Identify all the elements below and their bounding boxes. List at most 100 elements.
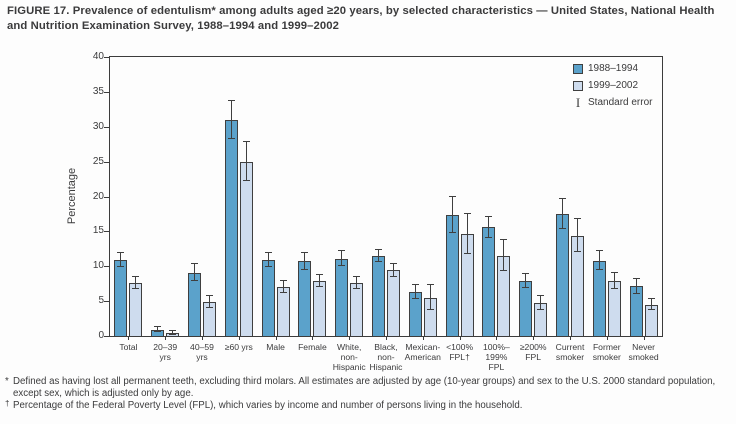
y-tick-mark [104, 197, 109, 198]
bar-1988-1994-2 [188, 273, 201, 336]
error-bar-cap [316, 286, 324, 288]
error-bar [245, 142, 247, 182]
error-bar-cap [264, 252, 272, 253]
error-bar [414, 285, 416, 300]
legend: 1988–1994 1999–2002 I Standard error [573, 60, 652, 111]
x-tick-mark [606, 336, 608, 340]
error-bar [282, 280, 284, 294]
y-tick-label-5: 5 [98, 295, 104, 307]
y-tick-label-10: 10 [92, 260, 104, 272]
error-bar-cap [485, 215, 493, 217]
error-bar [319, 274, 321, 288]
error-bar [267, 253, 269, 267]
figure-title: FIGURE 17. Prevalence of edentulism* amo… [7, 5, 715, 32]
x-tick-mark [533, 336, 535, 340]
y-tick-mark [104, 336, 109, 337]
legend-item-1988-1994: 1988–1994 [573, 60, 652, 77]
legend-swatch-1988-1994 [573, 63, 583, 74]
y-tick-label-20: 20 [92, 190, 104, 202]
error-bar-cap [242, 141, 250, 143]
x-tick-mark [349, 336, 351, 340]
error-bar [488, 216, 490, 238]
bar-1988-1994-11 [519, 281, 533, 336]
x-tick-label-13: Former smoker [592, 342, 621, 363]
x-tick-mark [643, 336, 645, 340]
error-bar-cap [301, 268, 309, 270]
error-bar-cap [448, 232, 456, 234]
error-bar-cap [191, 279, 198, 281]
x-tick-label-14: Never smoked [628, 342, 659, 363]
bar-1999-2002-6 [350, 283, 364, 336]
error-bar [503, 240, 505, 272]
error-bar-cap [264, 265, 272, 267]
error-bar [194, 264, 195, 281]
x-tick-label-9: <100% FPL† [446, 342, 474, 363]
x-tick-label-0: Total [119, 342, 138, 352]
x-tick-label-7: Black, non- Hispanic [369, 342, 403, 373]
error-bar [378, 249, 379, 263]
bar-1988-1994-5 [298, 261, 312, 336]
error-bar [341, 250, 343, 267]
x-tick-label-4: Male [266, 342, 285, 352]
y-tick-mark [104, 162, 109, 163]
y-tick-mark [104, 231, 109, 232]
error-bar-cap [485, 236, 493, 238]
bar-1999-2002-3 [239, 162, 253, 336]
bar-1988-1994-0 [114, 260, 128, 336]
error-bar-cap [316, 273, 324, 275]
x-tick-label-12: Current smoker [555, 342, 585, 363]
x-tick-mark [422, 336, 424, 340]
bar-1999-2002-7 [387, 270, 400, 336]
error-bar-cap [227, 99, 235, 101]
bar-1999-2002-5 [313, 281, 327, 336]
error-bar-cap [559, 197, 566, 199]
error-bar [429, 285, 431, 311]
x-tick-mark [275, 336, 277, 340]
error-bar-cap [537, 295, 545, 297]
footnote-marker-asterisk: * [5, 376, 9, 387]
error-bar [451, 197, 453, 234]
legend-label-1999-2002: 1999–2002 [588, 80, 639, 91]
error-bar-cap [632, 293, 640, 295]
x-tick-label-10: 100%– 199% FPL [483, 342, 510, 373]
x-tick-label-11: ≥200% FPL [519, 342, 547, 363]
legend-item-1999-2002: 1999–2002 [573, 77, 652, 94]
error-bar [135, 276, 137, 290]
error-bar-cap [411, 284, 419, 286]
error-bar [172, 331, 174, 335]
x-tick-label-6: White, non- Hispanic [332, 342, 366, 373]
error-bar-cap [117, 265, 125, 267]
error-bar-cap [448, 196, 456, 198]
legend-swatch-1999-2002 [573, 80, 583, 91]
x-tick-mark [570, 336, 571, 340]
bar-1999-2002-4 [276, 287, 290, 336]
error-bar-cap [426, 284, 434, 286]
error-bar-cap [595, 269, 603, 271]
error-bar [540, 296, 542, 311]
x-tick-label-5: Female [298, 342, 327, 352]
error-bar [356, 276, 358, 290]
error-bar [635, 278, 637, 295]
error-bar-cap [647, 309, 655, 311]
error-bar-cap [375, 261, 382, 263]
error-bar-cap [132, 288, 140, 290]
x-tick-mark [459, 336, 461, 340]
bar-1988-1994-10 [482, 227, 496, 336]
y-tick-label-30: 30 [92, 120, 104, 132]
error-bar-cap [169, 333, 177, 335]
error-bar-cap [390, 263, 397, 265]
error-bar [598, 250, 600, 271]
error-bar [466, 213, 468, 255]
footnote-asterisk: * Defined as having lost all permanent t… [5, 376, 731, 400]
y-tick-label-35: 35 [92, 85, 104, 97]
error-bar-cap [206, 307, 213, 309]
error-bar-cap [426, 309, 434, 311]
error-bar-cap [522, 286, 530, 288]
x-tick-mark [128, 336, 130, 340]
legend-item-standard-error: I Standard error [573, 94, 653, 111]
error-bar-cap [522, 272, 530, 274]
bar-1999-2002-0 [129, 283, 143, 336]
error-bar-cap [242, 180, 250, 182]
error-bar-cap [574, 251, 581, 253]
